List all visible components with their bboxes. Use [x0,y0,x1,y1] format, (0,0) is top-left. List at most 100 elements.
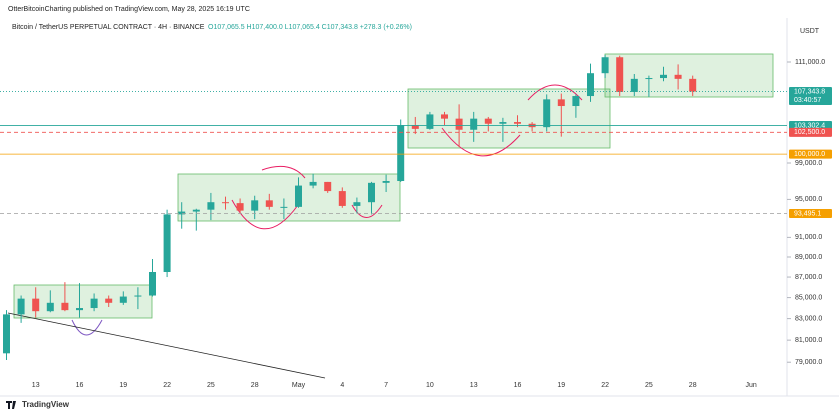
candle-body [61,302,69,311]
x-tick-label: 7 [384,382,388,389]
plot: 79,000.0 81,000.0 83,000.0 85,000.0 87,000.0… [0,54,825,389]
arc [351,204,383,218]
candle-body [251,200,259,211]
x-tick-label: Jun [745,382,756,389]
x-tick-label: May [292,382,306,389]
y-tick-label: 95,000.0 [795,196,822,203]
candle-body [163,214,171,273]
candle-body [514,122,521,124]
x-tick-label: 19 [557,382,565,389]
candle-body [470,118,478,130]
chart-title: OtterBitcoinCharting published on Tradin… [8,6,250,13]
candle-body [426,114,434,129]
candle-body [572,96,580,107]
price-badge-label: 103,302.4 [794,122,825,129]
candle-body [119,296,127,303]
candle-body [76,308,83,311]
x-tick-label: 10 [426,382,434,389]
candle-body [368,182,375,203]
x-tick-label: 22 [601,382,609,389]
candle-body [630,78,638,92]
candle-body [645,78,653,80]
candle-body [90,298,98,309]
x-tick-label: 25 [207,382,215,389]
pattern-arcs [71,84,583,336]
trend-line [7,312,326,379]
y-tick-label: 85,000.0 [795,294,822,301]
arc [441,127,521,157]
candle-body [689,78,697,92]
candle-body [499,122,507,124]
candle-body [616,57,624,92]
candle-body [601,57,609,74]
x-tick-label: 19 [119,382,127,389]
symbol-label: Bitcoin / TetherUS PERPETUAL CONTRACT · … [12,24,205,31]
x-tick-label: 13 [32,382,40,389]
candle-body [397,125,405,182]
price-badge-label: 107,343.8 [794,88,825,95]
arc [527,84,583,101]
candle-body [207,202,215,210]
x-tick-label: 25 [645,382,653,389]
candle-body [149,272,156,296]
price-badge-label: 93,495.1 [794,210,821,217]
x-tick-label: 4 [340,382,344,389]
candle-body [557,99,565,107]
candle-body [455,118,463,130]
x-tick-label: 22 [163,382,171,389]
y-tick-label: 81,000.0 [795,337,822,344]
y-tick-label: 79,000.0 [795,359,822,366]
brand-logo [6,401,16,409]
candle-body [324,181,332,192]
candle-body [295,185,302,207]
candle-body [192,209,200,212]
price-badge-label: 100,000.0 [794,151,825,158]
ohlc-label: O107,065.5 H107,400.0 L107,065.4 C107,34… [208,24,412,31]
candle-body [441,114,448,119]
y-tick-label: 89,000.0 [795,254,822,261]
y-tick-label: 99,000.0 [795,160,822,167]
candle-body [309,181,317,186]
y-tick-label: 87,000.0 [795,274,822,281]
x-tick-label: 13 [470,382,478,389]
candle-body [236,203,244,211]
price-badge [789,208,832,218]
candle-body [660,74,667,79]
candle-body [674,74,682,79]
x-tick-label: 16 [76,382,84,389]
candle-body [411,125,419,129]
candle-body [280,206,288,208]
y-axis-unit: USDT [800,28,820,35]
range-box [604,53,774,98]
candle-body [265,200,273,207]
candle-body [134,295,142,297]
candle-body [222,202,229,204]
price-badge [789,87,832,106]
candle-body [382,181,390,183]
candle-body [32,298,40,312]
y-tick-label: 111,000.0 [795,59,825,66]
candle-body [484,118,492,124]
price-badge [789,120,832,130]
candle-body [105,298,113,303]
x-tick-label: 28 [689,382,697,389]
candle-body [17,298,25,315]
candle-body [353,202,361,206]
candle-body [3,314,10,354]
price-badge-label: 102,500.0 [794,129,825,136]
candle-body [338,191,346,206]
arc [71,319,103,336]
candle-body [543,99,551,128]
candle-body [178,211,186,215]
y-tick-label: 83,000.0 [795,315,822,322]
x-tick-label: 28 [251,382,259,389]
candle-body [46,302,54,312]
brand: TradingView [22,400,70,409]
price-countdown: 03:40:57 [794,97,821,104]
y-tick-label: 91,000.0 [795,234,822,241]
x-tick-label: 16 [514,382,522,389]
price-badge [789,149,832,159]
price-badge [789,127,832,137]
